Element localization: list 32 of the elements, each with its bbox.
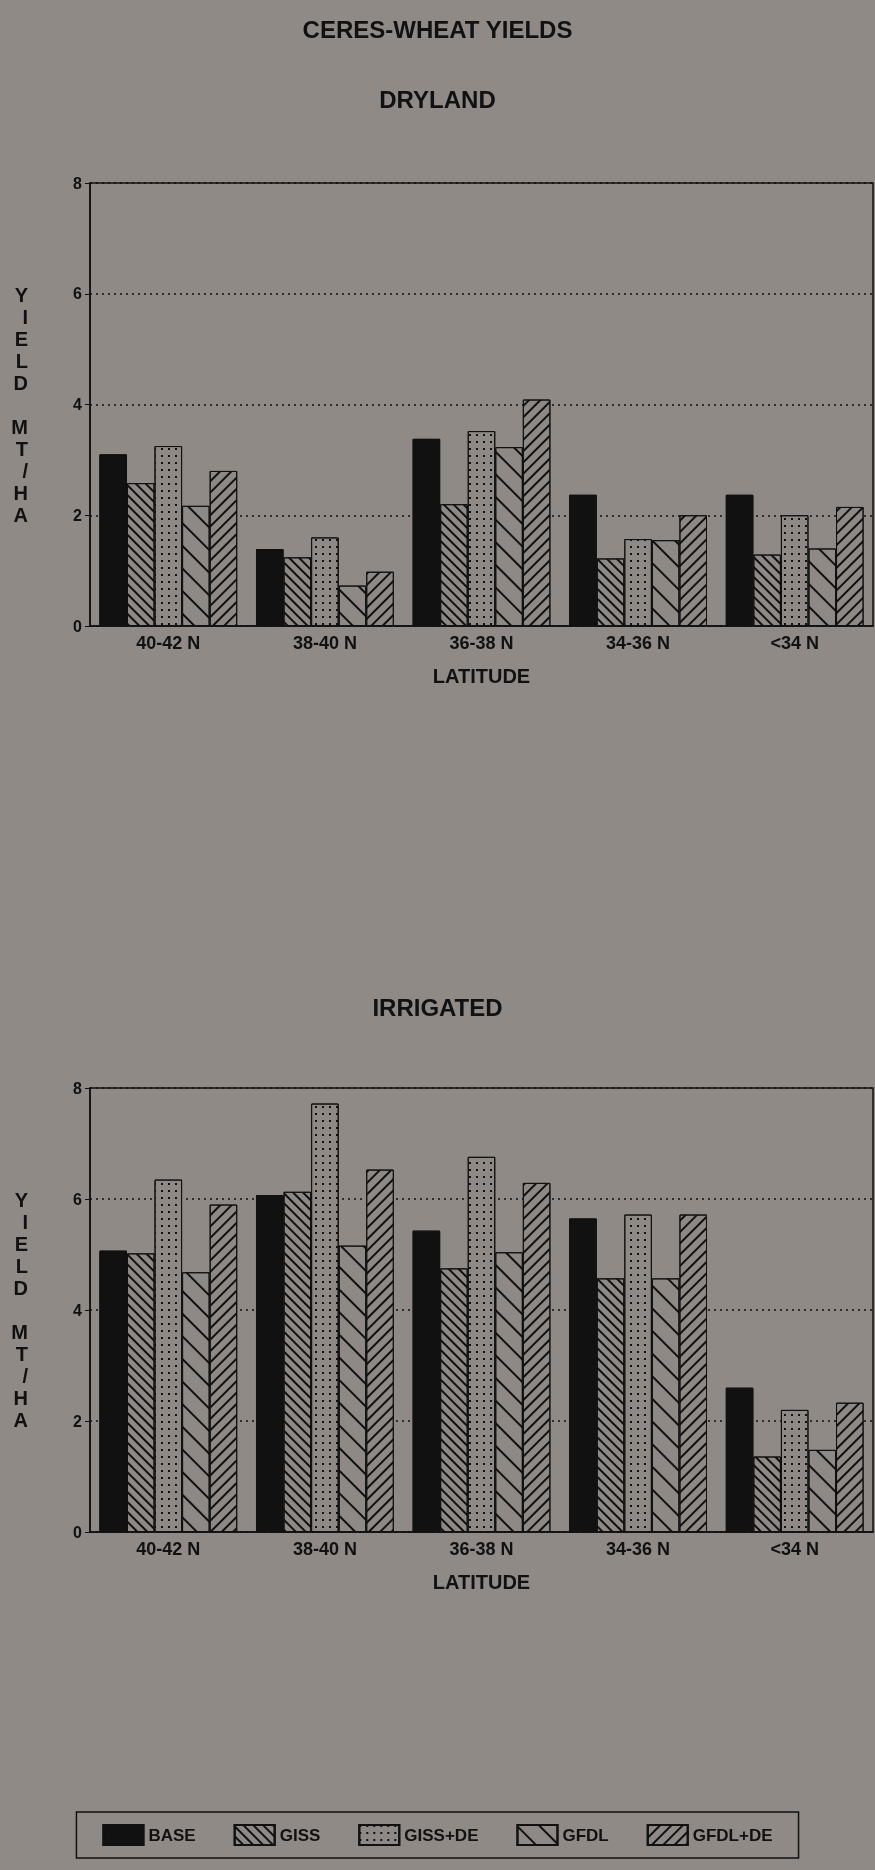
x-tick-label: 36-38 N [449, 1539, 514, 1559]
x-tick-label: 38-40 N [292, 1539, 357, 1559]
y-tick-label: 4 [73, 1301, 83, 1319]
y-tick-label: 0 [73, 617, 83, 635]
text: YIELD MT/HA [11, 283, 28, 526]
legend-label: GISS+DE [404, 1825, 479, 1845]
x-tick-label: 34-36 N [606, 633, 671, 653]
x-tick-label: <34 N [770, 633, 819, 653]
legend-label: GISS [279, 1825, 321, 1845]
x-axis-title: LATITUDE [432, 1571, 531, 1593]
y-tick-label: 2 [73, 1412, 83, 1430]
y-tick-label: 8 [73, 174, 83, 192]
y-tick-label: 6 [73, 1190, 83, 1208]
legend-label: GFDL+DE [692, 1825, 773, 1845]
y-tick-label: 2 [73, 506, 83, 524]
y-tick-label: 6 [73, 285, 83, 303]
chart-title: IRRIGATED [372, 993, 503, 1021]
x-axis-title: LATITUDE [432, 665, 531, 687]
y-tick-label: 4 [73, 396, 83, 413]
x-tick-label: 38-40 N [292, 633, 357, 653]
y-tick-label: 0 [73, 1523, 83, 1541]
text: YIELD MT/HA [11, 1189, 28, 1431]
x-tick-label: 40-42 N [136, 1539, 201, 1559]
legend-label: BASE [148, 1825, 196, 1845]
y-tick-label: 8 [73, 1079, 83, 1097]
chart-subtitle: DRYLAND [379, 85, 496, 113]
x-tick-label: 34-36 N [606, 1539, 671, 1559]
x-tick-label: 40-42 N [136, 633, 201, 653]
x-tick-label: 36-38 N [449, 633, 514, 653]
legend-label: GFDL [562, 1825, 609, 1845]
chart-title: CERES-WHEAT YIELDS [302, 15, 573, 43]
x-tick-label: <34 N [770, 1539, 819, 1559]
